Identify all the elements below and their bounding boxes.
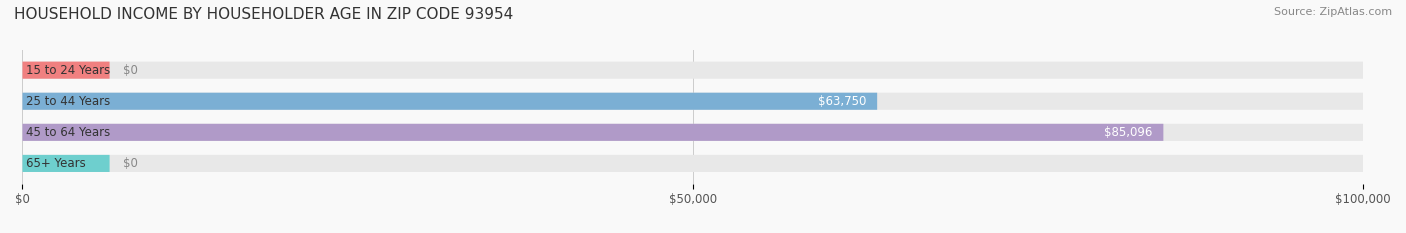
FancyBboxPatch shape [22, 62, 1364, 79]
Text: Source: ZipAtlas.com: Source: ZipAtlas.com [1274, 7, 1392, 17]
FancyBboxPatch shape [22, 155, 1364, 172]
Text: 15 to 24 Years: 15 to 24 Years [27, 64, 111, 77]
Text: 65+ Years: 65+ Years [27, 157, 86, 170]
Text: $85,096: $85,096 [1104, 126, 1153, 139]
Text: $0: $0 [122, 157, 138, 170]
FancyBboxPatch shape [22, 124, 1163, 141]
FancyBboxPatch shape [22, 124, 1364, 141]
FancyBboxPatch shape [22, 93, 877, 110]
Text: $0: $0 [122, 64, 138, 77]
Text: $63,750: $63,750 [818, 95, 866, 108]
Text: 25 to 44 Years: 25 to 44 Years [27, 95, 111, 108]
FancyBboxPatch shape [22, 62, 110, 79]
FancyBboxPatch shape [22, 93, 1364, 110]
FancyBboxPatch shape [22, 155, 110, 172]
Text: 45 to 64 Years: 45 to 64 Years [27, 126, 111, 139]
Text: HOUSEHOLD INCOME BY HOUSEHOLDER AGE IN ZIP CODE 93954: HOUSEHOLD INCOME BY HOUSEHOLDER AGE IN Z… [14, 7, 513, 22]
